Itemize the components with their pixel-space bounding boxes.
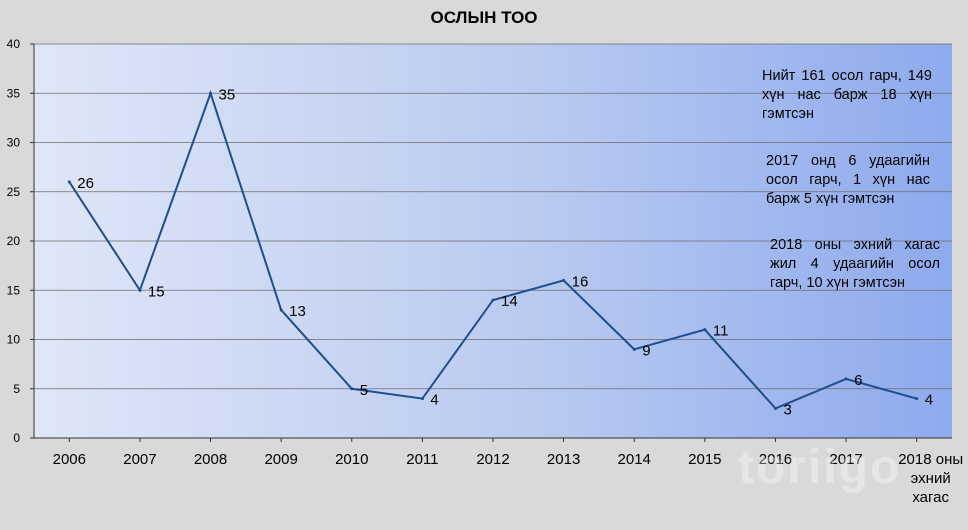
data-label: 26 <box>77 175 94 192</box>
x-tick-label: 2016 <box>759 451 792 468</box>
y-tick-label: 0 <box>13 431 20 445</box>
data-point <box>773 406 777 410</box>
data-label: 16 <box>572 273 589 290</box>
y-tick-label: 25 <box>7 185 21 199</box>
x-tick-label: 2015 <box>688 451 721 468</box>
data-point <box>350 387 354 391</box>
x-tick-label: 2012 <box>476 451 509 468</box>
x-tick-label: 2009 <box>264 451 297 468</box>
data-point <box>420 397 424 401</box>
data-label: 4 <box>925 392 933 409</box>
data-label: 13 <box>289 303 306 320</box>
data-label: 15 <box>148 283 165 300</box>
data-point <box>632 347 636 351</box>
data-label: 5 <box>360 382 368 399</box>
y-tick-label: 20 <box>7 234 21 248</box>
chart-title: ОСЛЫН ТОО <box>430 8 538 27</box>
data-label: 3 <box>783 401 791 418</box>
data-label: 35 <box>219 86 236 103</box>
data-point <box>491 298 495 302</box>
x-tick-label: 2014 <box>618 451 651 468</box>
data-point <box>844 377 848 381</box>
data-label: 11 <box>713 323 729 340</box>
data-label: 14 <box>501 293 518 310</box>
data-point <box>562 278 566 282</box>
data-label: 9 <box>642 342 650 359</box>
x-tick-label: 2010 <box>335 451 368 468</box>
data-point <box>209 91 213 95</box>
x-tick-label: 2011 <box>406 451 438 468</box>
annotation-2017: 2017 онд 6 удаагийн осол гарч, 1 хүн нас… <box>766 153 930 207</box>
x-tick-label: 2013 <box>547 451 580 468</box>
x-tick-label: 2007 <box>123 451 156 468</box>
data-point <box>703 328 707 332</box>
data-point <box>279 308 283 312</box>
y-tick-label: 15 <box>7 283 21 297</box>
y-tick-label: 40 <box>7 37 21 51</box>
y-tick-label: 30 <box>7 136 21 150</box>
annotation-total: Нийт 161 осол гарч, 149 хүн нас барж 18 … <box>762 68 932 122</box>
data-point <box>138 288 142 292</box>
data-point <box>915 397 919 401</box>
x-tick-label: 2006 <box>53 451 86 468</box>
x-tick-label: 2017 <box>829 451 862 468</box>
x-tick-label: 2008 <box>194 451 227 468</box>
watermark-logo: toriigo <box>738 441 902 494</box>
annotation-2018: 2018 оны эхний хагас жил 4 удаагийн осол… <box>770 237 940 291</box>
data-label: 4 <box>430 392 438 409</box>
y-tick-label: 10 <box>7 333 21 347</box>
y-tick-label: 5 <box>13 382 20 396</box>
data-label: 6 <box>854 372 862 389</box>
x-tick-label: 2018 оны эхний хагас <box>898 451 963 506</box>
y-tick-label: 35 <box>7 86 21 100</box>
data-point <box>67 180 71 184</box>
